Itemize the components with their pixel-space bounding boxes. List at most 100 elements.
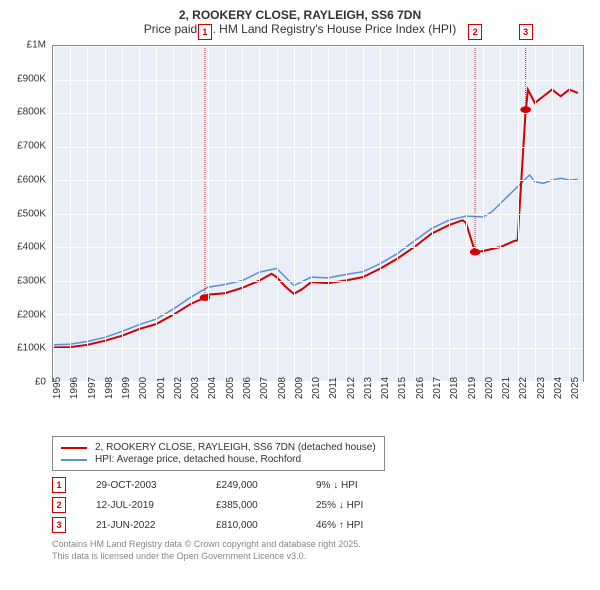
gridline-v	[242, 46, 243, 381]
x-tick-label: 2021	[501, 377, 512, 399]
x-tick-label: 2000	[138, 377, 149, 399]
gridline-h	[53, 348, 583, 349]
gridline-v	[518, 46, 519, 381]
x-tick-label: 2014	[380, 377, 391, 399]
sales-row-date: 12-JUL-2019	[96, 500, 216, 511]
x-tick-label: 1997	[87, 377, 98, 399]
legend-label: HPI: Average price, detached house, Roch…	[95, 454, 301, 465]
chart-title: 2, ROOKERY CLOSE, RAYLEIGH, SS6 7DN Pric…	[10, 8, 590, 36]
x-tick-label: 2019	[467, 377, 478, 399]
y-tick-label: £500K	[17, 208, 46, 219]
x-tick-label: 2016	[415, 377, 426, 399]
sales-row-marker: 3	[52, 517, 66, 533]
gridline-h	[53, 46, 583, 47]
gridline-v	[173, 46, 174, 381]
gridline-h	[53, 80, 583, 81]
gridline-v	[414, 46, 415, 381]
series-property	[53, 90, 578, 348]
sales-row-delta: 46% ↑ HPI	[316, 520, 416, 531]
sales-row-marker: 1	[52, 477, 66, 493]
x-tick-label: 2009	[294, 377, 305, 399]
gridline-h	[53, 180, 583, 181]
y-tick-label: £700K	[17, 141, 46, 152]
sales-row-price: £249,000	[216, 480, 316, 491]
footer: Contains HM Land Registry data © Crown c…	[52, 539, 590, 562]
gridline-v	[466, 46, 467, 381]
x-tick-label: 2002	[173, 377, 184, 399]
sales-table: 1 29-OCT-2003£249,0009% ↓ HPI 2 12-JUL-2019…	[52, 477, 590, 533]
y-tick-label: £200K	[17, 309, 46, 320]
x-axis: 1995199619971998199920002001200220032004…	[52, 384, 584, 430]
x-tick-label: 2004	[207, 377, 218, 399]
x-tick-label: 2020	[484, 377, 495, 399]
gridline-v	[483, 46, 484, 381]
x-tick-label: 2001	[156, 377, 167, 399]
x-tick-label: 2017	[432, 377, 443, 399]
gridline-h	[53, 247, 583, 248]
legend-swatch	[61, 459, 87, 461]
sales-row-marker: 2	[52, 497, 66, 513]
x-tick-label: 2024	[553, 377, 564, 399]
gridline-v	[225, 46, 226, 381]
x-tick-label: 2010	[311, 377, 322, 399]
sales-row-date: 21-JUN-2022	[96, 520, 216, 531]
title-line1: 2, ROOKERY CLOSE, RAYLEIGH, SS6 7DN	[10, 8, 590, 22]
legend-item: HPI: Average price, detached house, Roch…	[61, 454, 376, 465]
x-tick-label: 2013	[363, 377, 374, 399]
gridline-v	[432, 46, 433, 381]
x-tick-label: 2011	[328, 377, 339, 399]
x-tick-label: 1999	[121, 377, 132, 399]
gridline-v	[380, 46, 381, 381]
sale-marker-3: 3	[519, 24, 533, 40]
gridline-v	[363, 46, 364, 381]
legend-item: 2, ROOKERY CLOSE, RAYLEIGH, SS6 7DN (det…	[61, 442, 376, 453]
x-tick-label: 2025	[570, 377, 581, 399]
y-tick-label: £400K	[17, 242, 46, 253]
x-tick-label: 1996	[69, 377, 80, 399]
sales-row-date: 29-OCT-2003	[96, 480, 216, 491]
x-tick-label: 2003	[190, 377, 201, 399]
x-tick-label: 2005	[225, 377, 236, 399]
gridline-v	[156, 46, 157, 381]
x-tick-label: 1998	[104, 377, 115, 399]
gridline-v	[277, 46, 278, 381]
legend-label: 2, ROOKERY CLOSE, RAYLEIGH, SS6 7DN (det…	[95, 442, 376, 453]
gridline-h	[53, 147, 583, 148]
sale-marker-dot-2	[470, 249, 481, 256]
gridline-v	[105, 46, 106, 381]
gridline-v	[328, 46, 329, 381]
sales-row-price: £810,000	[216, 520, 316, 531]
gridline-v	[500, 46, 501, 381]
sales-row-price: £385,000	[216, 500, 316, 511]
x-tick-label: 2012	[346, 377, 357, 399]
chart-area: £0£100K£200K£300K£400K£500K£600K£700K£80…	[10, 40, 590, 430]
x-tick-label: 2015	[397, 377, 408, 399]
gridline-v	[191, 46, 192, 381]
gridline-v	[535, 46, 536, 381]
gridline-v	[552, 46, 553, 381]
gridline-h	[53, 314, 583, 315]
y-tick-label: £600K	[17, 174, 46, 185]
gridline-v	[346, 46, 347, 381]
footer-line2: This data is licensed under the Open Gov…	[52, 551, 590, 563]
gridline-v	[294, 46, 295, 381]
sales-row: 3 21-JUN-2022£810,00046% ↑ HPI	[52, 517, 590, 533]
footer-line1: Contains HM Land Registry data © Crown c…	[52, 539, 590, 551]
gridline-v	[311, 46, 312, 381]
gridline-v	[397, 46, 398, 381]
sale-marker-2: 2	[468, 24, 482, 40]
y-axis: £0£100K£200K£300K£400K£500K£600K£700K£80…	[10, 45, 50, 382]
sales-row-delta: 9% ↓ HPI	[316, 480, 416, 491]
gridline-v	[569, 46, 570, 381]
sale-marker-dot-3	[520, 106, 531, 113]
sales-row: 212-JUL-2019£385,00025% ↓ HPI	[52, 497, 590, 513]
gridline-v	[259, 46, 260, 381]
gridline-v	[70, 46, 71, 381]
y-tick-label: £100K	[17, 343, 46, 354]
x-tick-label: 2007	[259, 377, 270, 399]
gridline-h	[53, 281, 583, 282]
gridline-h	[53, 214, 583, 215]
gridline-v	[139, 46, 140, 381]
gridline-v	[208, 46, 209, 381]
gridline-v	[122, 46, 123, 381]
